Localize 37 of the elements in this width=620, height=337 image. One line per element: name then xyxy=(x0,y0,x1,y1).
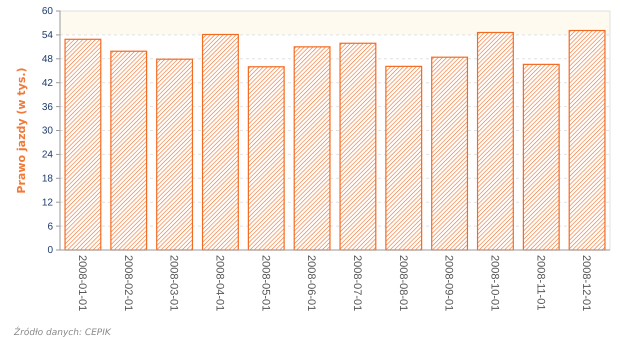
x-tick-label: 2008-01-01 xyxy=(76,255,88,312)
x-tick-label: 2008-10-01 xyxy=(488,255,501,312)
bar xyxy=(339,42,376,251)
y-axis-title: Prawo jazdy (w tys.) xyxy=(15,67,28,194)
bar xyxy=(248,66,285,251)
x-tick-label: 2008-07-01 xyxy=(351,255,364,312)
bar xyxy=(64,38,102,251)
y-tick-label: 36 xyxy=(42,102,54,113)
y-tick-label: 0 xyxy=(47,245,54,256)
bar xyxy=(568,30,606,251)
y-tick-label: 30 xyxy=(42,126,54,137)
x-tick-label: 2008-12-01 xyxy=(580,255,592,312)
bar xyxy=(522,64,560,251)
y-tick-label: 12 xyxy=(42,197,54,208)
x-tick-label: 2008-03-01 xyxy=(168,255,180,312)
x-tick-label: 2008-11-01 xyxy=(534,255,546,310)
bar xyxy=(294,46,331,251)
text: Źródło danych: CEPIK xyxy=(13,326,112,337)
x-tick-label: 2008-04-01 xyxy=(214,255,226,312)
y-tick-label: 24 xyxy=(42,150,54,161)
bar xyxy=(431,56,468,251)
bar xyxy=(476,32,514,251)
bar xyxy=(202,34,239,251)
y-tick-label: 48 xyxy=(42,54,54,65)
y-tick-label: 60 xyxy=(42,6,54,18)
x-tick-label: 2008-06-01 xyxy=(305,255,318,312)
y-tick-label: 54 xyxy=(42,30,54,42)
bar xyxy=(156,58,194,251)
bar xyxy=(385,66,422,251)
x-tick-label: 2008-02-01 xyxy=(122,255,134,312)
y-tick-label: 18 xyxy=(42,174,54,184)
x-tick-label: 2008-08-01 xyxy=(396,255,409,312)
y-tick-label: 6 xyxy=(47,221,54,232)
y-tick-label: 42 xyxy=(42,78,54,89)
x-tick-label: 2008-05-01 xyxy=(259,255,272,312)
bar xyxy=(110,50,148,251)
x-tick-label: 2008-09-01 xyxy=(442,255,455,312)
